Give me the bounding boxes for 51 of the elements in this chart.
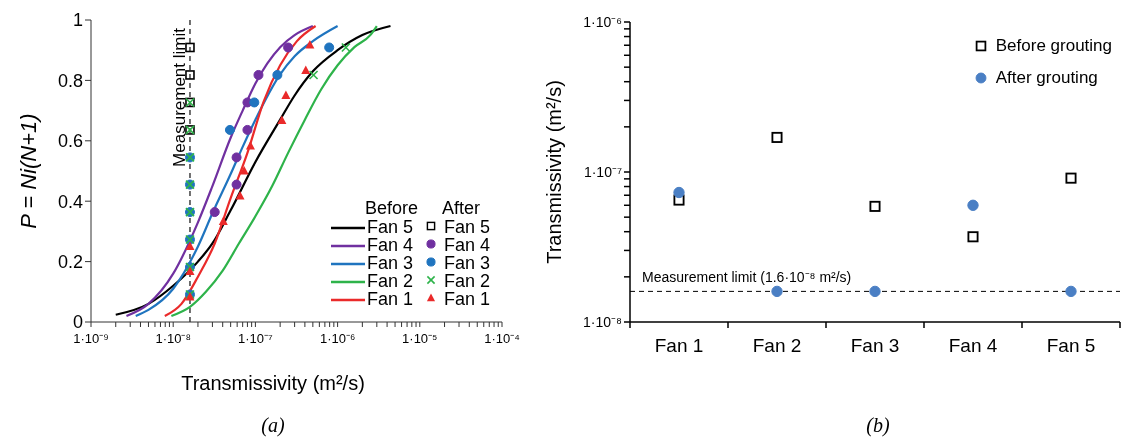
text: (a) xyxy=(260,414,286,437)
y-tick-label: 0 xyxy=(72,312,83,333)
point xyxy=(869,285,881,298)
x-axis-title: Transmissivity (m²/s) xyxy=(180,372,366,395)
point xyxy=(967,199,979,211)
legend-label: Before grouting xyxy=(995,36,1112,56)
y-tick-label: 1·10⁻⁶ xyxy=(583,13,622,30)
x-tick-label: 1·10⁻⁹ xyxy=(73,331,109,346)
x-tick-label: Fan 3 xyxy=(850,335,900,356)
y-tick-label: 1 xyxy=(72,10,83,31)
x-tick-label: Fan 4 xyxy=(948,335,998,356)
y-tick-label: 0.2 xyxy=(57,251,83,272)
y-axis-title: P = Ni(N+1) xyxy=(15,113,41,229)
x-tick-label: Fan 5 xyxy=(1046,335,1096,356)
legend-label: Fan 1 xyxy=(442,289,490,309)
y-tick-label: 0.4 xyxy=(57,191,83,212)
legend-label: Fan 4 xyxy=(365,235,414,255)
legend-label: Fan 4 xyxy=(442,235,490,255)
point xyxy=(1065,285,1077,298)
annotation: Before xyxy=(364,198,419,218)
legend-label: After grouting xyxy=(995,68,1098,88)
legend-label: Fan 2 xyxy=(442,271,490,291)
x-tick-label: 1·10⁻⁷ xyxy=(238,331,274,346)
x-tick-label: 1·10⁻⁸ xyxy=(155,331,191,346)
legend-label: Fan 5 xyxy=(365,217,414,237)
point xyxy=(771,285,783,298)
x-tick-label: 1·10⁻⁵ xyxy=(402,331,438,346)
ref-line-label: Measurement limit (1.6·10⁻⁸ m²/s) xyxy=(642,269,852,286)
point xyxy=(771,131,783,143)
y-tick-label: 1·10⁻⁷ xyxy=(583,163,622,180)
point xyxy=(673,194,685,206)
legend-label: Fan 2 xyxy=(365,271,414,291)
point xyxy=(673,186,685,199)
legend-label: Fan 5 xyxy=(442,217,490,237)
ref-line-label: Measurement limit xyxy=(170,27,190,167)
legend-label: Fan 1 xyxy=(365,289,414,309)
point xyxy=(869,200,881,212)
y-tick-label: 1·10⁻⁸ xyxy=(583,313,623,330)
y-tick-label: 0.6 xyxy=(57,131,83,152)
text: (b) xyxy=(865,414,891,437)
y-tick-label: 0.8 xyxy=(57,70,83,91)
annotation: After xyxy=(440,198,481,218)
point xyxy=(967,231,979,243)
legend-label: Fan 3 xyxy=(365,253,414,273)
point xyxy=(1065,172,1077,184)
x-tick-label: Fan 1 xyxy=(654,335,704,356)
x-tick-label: 1·10⁻⁴ xyxy=(484,331,520,346)
x-tick-label: Fan 2 xyxy=(752,335,802,356)
legend-label: Fan 3 xyxy=(442,253,490,273)
y-axis-title: Transmissivity (m²/s) xyxy=(543,80,565,264)
x-tick-label: 1·10⁻⁶ xyxy=(319,331,356,346)
